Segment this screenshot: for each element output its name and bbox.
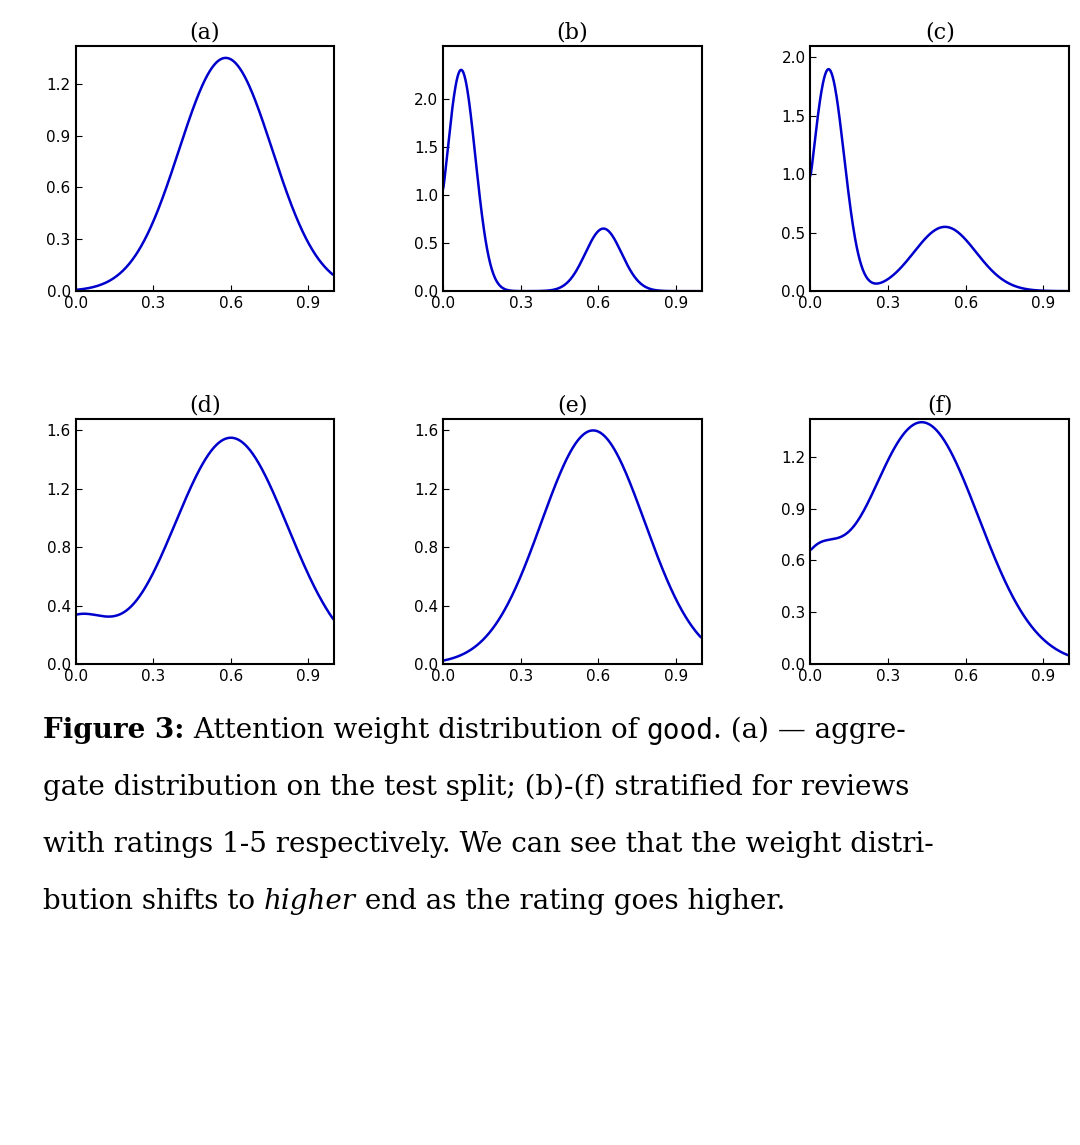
Title: (d): (d) bbox=[189, 395, 220, 417]
Title: (a): (a) bbox=[190, 22, 220, 44]
Title: (e): (e) bbox=[557, 395, 588, 417]
Title: (f): (f) bbox=[927, 395, 953, 417]
Text: Figure 3:: Figure 3: bbox=[43, 717, 185, 744]
Text: Attention weight distribution of: Attention weight distribution of bbox=[185, 717, 647, 744]
Title: (c): (c) bbox=[924, 22, 955, 44]
Title: (b): (b) bbox=[556, 22, 589, 44]
Text: gate distribution on the test split; (b)-(f) stratified for reviews: gate distribution on the test split; (b)… bbox=[43, 774, 909, 802]
Text: . (a) — aggre-: . (a) — aggre- bbox=[714, 717, 906, 744]
Text: higher: higher bbox=[265, 889, 356, 915]
Text: good: good bbox=[647, 717, 714, 745]
Text: bution shifts to: bution shifts to bbox=[43, 889, 265, 915]
Text: end as the rating goes higher.: end as the rating goes higher. bbox=[356, 889, 785, 915]
Text: with ratings 1-5 respectively. We can see that the weight distri-: with ratings 1-5 respectively. We can se… bbox=[43, 831, 934, 858]
